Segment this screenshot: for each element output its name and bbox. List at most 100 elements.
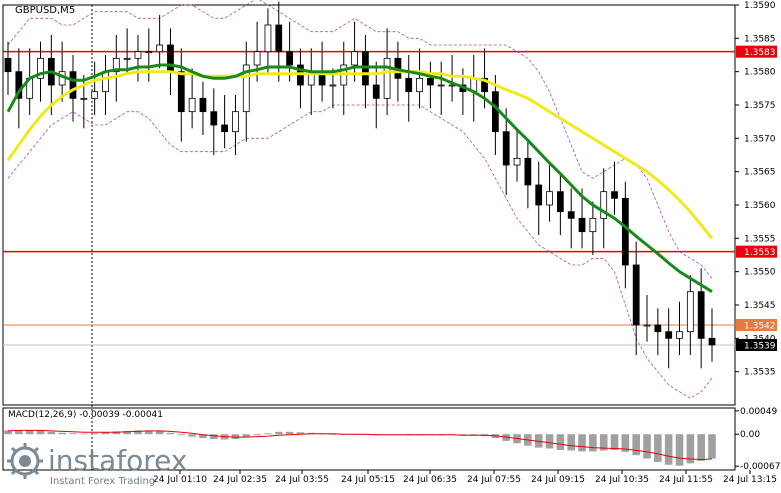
macd-histogram-bar	[36, 430, 45, 435]
candle-body	[275, 24, 283, 53]
price-tick-label: 1.3565	[744, 168, 776, 178]
macd-histogram-bar	[643, 434, 651, 459]
candle-body	[156, 44, 164, 53]
candle-body	[546, 191, 553, 206]
macd-histogram-bar	[664, 434, 673, 465]
candle-body	[102, 71, 109, 93]
bollinger-upper-line	[7, 0, 713, 279]
candle-body	[524, 157, 532, 186]
time-tick-label: 24 Jul 03:55	[275, 475, 329, 485]
price-tick-label: 1.3535	[744, 368, 776, 378]
level-price-label: 1.3583	[744, 48, 776, 58]
macd-title: MACD(12,26,9) -0.00039 -0.00041	[8, 410, 163, 420]
time-tick-label: 24 Jul 09:15	[531, 475, 585, 485]
macd-histogram-bar	[567, 434, 575, 451]
macd-panel[interactable]	[2, 407, 736, 471]
time-tick-label: 24 Jul 10:35	[595, 475, 649, 485]
candle-body	[665, 331, 673, 339]
macd-histogram-bar	[209, 434, 218, 439]
candle-body	[134, 51, 142, 59]
macd-histogram-bar	[654, 434, 662, 462]
candle-body	[502, 131, 510, 166]
price-tick-label: 1.3585	[744, 34, 776, 44]
price-tick-label: 1.3575	[744, 101, 776, 111]
candle-body	[427, 77, 434, 86]
time-tick-label: 24 Jul 11:55	[659, 475, 713, 485]
macd-histogram-bar	[199, 434, 207, 439]
moving-average-slow-line	[6, 70, 714, 240]
macd-histogram-bar	[166, 432, 175, 435]
macd-histogram-bar	[329, 434, 337, 435]
macd-histogram-bar	[675, 434, 684, 466]
candle-body	[372, 84, 380, 99]
price-tick-label: 1.3590	[744, 1, 776, 11]
candle-body	[69, 71, 77, 99]
macd-histogram-bar	[242, 434, 251, 438]
candle-body	[535, 184, 543, 206]
candle-body	[351, 51, 358, 66]
candle-body	[145, 51, 153, 54]
level-price-label: 1.3553	[744, 248, 776, 258]
candle-body	[437, 84, 445, 87]
time-tick-label: 24 Jul 07:55	[467, 475, 521, 485]
level-price-badge	[736, 45, 777, 58]
candle-body	[177, 71, 185, 113]
macd-histogram-bar	[296, 432, 305, 435]
macd-histogram-bar	[25, 429, 34, 435]
time-tick-label: 24 Jul 01:10	[153, 475, 207, 485]
macd-histogram-bar	[589, 434, 597, 452]
macd-histogram-bar	[610, 434, 619, 450]
price-tick-label: 1.3580	[744, 68, 776, 78]
candle-body	[199, 97, 207, 113]
candle-body	[167, 44, 174, 73]
brand-name: instaforex	[48, 444, 187, 477]
brand-watermark: instaforex Instant Forex Trading	[7, 443, 187, 487]
symbol-title: GBPUSD,M5	[15, 5, 75, 16]
macd-histogram-bar	[188, 434, 196, 437]
macd-histogram-bar	[4, 430, 12, 435]
price-tick-label: 1.3545	[744, 301, 776, 311]
candle-body	[481, 77, 488, 93]
macd-histogram-bar	[58, 432, 66, 435]
macd-histogram-bar	[145, 430, 153, 435]
candle-body	[37, 57, 44, 79]
candle-body	[492, 91, 499, 133]
candle-body	[242, 64, 250, 113]
brand-logo-icon	[7, 443, 43, 479]
candle-body	[708, 337, 716, 346]
price-chart[interactable]	[2, 0, 736, 470]
price-tick-label: 1.3560	[744, 201, 776, 211]
price-axis: 1.3590 1.3585 1.3580 1.3575 1.3570 1.3565 1.35…	[735, 1, 780, 472]
candle-body	[686, 291, 694, 333]
macd-histogram-bar	[15, 429, 23, 435]
candle-body	[112, 57, 120, 73]
macd-histogram-bar	[177, 434, 186, 436]
macd-tick-label: -0.00067	[740, 462, 780, 472]
macd-histogram-bar	[264, 433, 272, 435]
candle-body	[600, 191, 608, 219]
candle-body	[578, 217, 586, 233]
candle-body	[15, 71, 23, 99]
candle-body	[286, 51, 293, 66]
macd-histogram-bar	[90, 433, 99, 435]
candle-body	[232, 111, 239, 133]
candle-body	[556, 191, 564, 213]
candle-body	[264, 24, 272, 53]
macd-histogram-bar	[285, 431, 294, 435]
candle-body	[676, 331, 683, 339]
macd-histogram-bar	[708, 434, 716, 459]
time-axis: 24 Jul 01:10 24 Jul 02:35 24 Jul 03:55 24 J…	[153, 470, 777, 485]
candle-body	[80, 97, 88, 100]
macd-histogram-bar	[253, 434, 261, 436]
price-tick-label: 1.3550	[744, 268, 776, 278]
current-price-badge	[736, 339, 777, 351]
macd-histogram-bar	[621, 434, 630, 452]
candle-body	[611, 191, 618, 199]
macd-histogram-bar	[101, 432, 110, 435]
macd-histogram-bar	[556, 434, 565, 450]
candle-body	[643, 324, 651, 327]
candle-body	[405, 77, 413, 93]
macd-histogram-bar	[134, 430, 142, 435]
